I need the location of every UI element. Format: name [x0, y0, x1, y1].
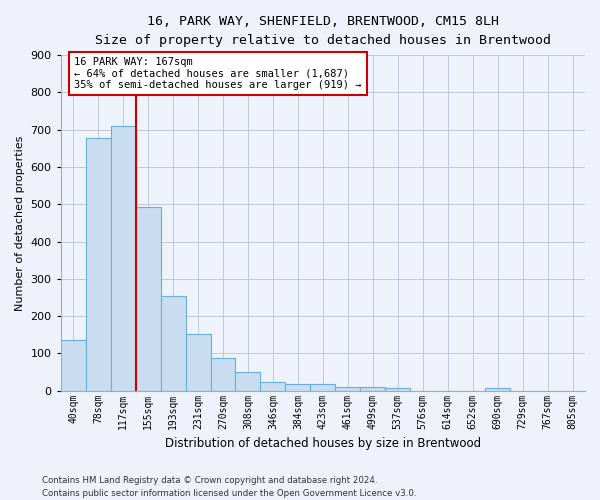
Bar: [286, 384, 310, 390]
Bar: [110, 126, 136, 390]
Bar: [136, 207, 161, 390]
Bar: [161, 296, 185, 390]
Title: 16, PARK WAY, SHENFIELD, BRENTWOOD, CM15 8LH
Size of property relative to detach: 16, PARK WAY, SHENFIELD, BRENTWOOD, CM15…: [95, 15, 551, 47]
Text: Contains HM Land Registry data © Crown copyright and database right 2024.
Contai: Contains HM Land Registry data © Crown c…: [42, 476, 416, 498]
Bar: [361, 387, 385, 390]
Text: 16 PARK WAY: 167sqm
← 64% of detached houses are smaller (1,687)
35% of semi-det: 16 PARK WAY: 167sqm ← 64% of detached ho…: [74, 57, 362, 90]
Bar: [385, 388, 410, 390]
X-axis label: Distribution of detached houses by size in Brentwood: Distribution of detached houses by size …: [165, 437, 481, 450]
Bar: [211, 358, 235, 390]
Bar: [235, 372, 260, 390]
Bar: [185, 334, 211, 390]
Y-axis label: Number of detached properties: Number of detached properties: [15, 135, 25, 310]
Bar: [310, 384, 335, 390]
Bar: [335, 387, 361, 390]
Bar: [260, 382, 286, 390]
Bar: [485, 388, 510, 390]
Bar: [86, 138, 110, 390]
Bar: [61, 340, 86, 390]
